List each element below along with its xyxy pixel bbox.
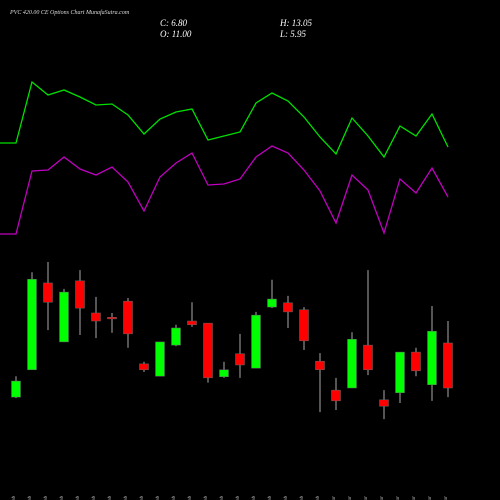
candle-body: [43, 282, 53, 303]
candle-body: [27, 278, 37, 371]
candle-body: [187, 320, 197, 326]
high-label: H: 13.05: [279, 18, 312, 28]
close-label: C: 6.80: [160, 18, 188, 28]
x-tick-label: 07 Feb: [76, 496, 81, 500]
candle-body: [427, 330, 437, 386]
x-tick-label: 19 Feb: [204, 496, 209, 500]
open-label: O: 11.00: [160, 29, 192, 39]
candle-body: [139, 363, 149, 371]
x-tick-label: 14 Feb: [156, 496, 161, 500]
candle-body: [91, 312, 101, 322]
x-tick-label: 06 Feb: [60, 496, 65, 500]
x-tick-label: 18 Feb: [188, 496, 193, 500]
x-tick-label: 03 Feb: [12, 496, 17, 500]
candle-body: [235, 353, 245, 366]
x-tick-label: 11 Feb: [108, 496, 113, 500]
x-tick-label: 13 Feb: [140, 496, 145, 500]
candle-body: [59, 291, 69, 343]
x-tick-label: 10 Mar: [412, 496, 417, 500]
x-tick-label: 05 Feb: [44, 496, 49, 500]
x-tick-label: 27 Feb: [300, 496, 305, 500]
x-tick-label: 04 Mar: [348, 496, 353, 500]
candle-body: [267, 298, 277, 308]
x-tick-label: 05 Mar: [364, 496, 369, 500]
candle-body: [331, 389, 341, 402]
x-tick-label: 24 Feb: [252, 496, 257, 500]
candle-body: [299, 309, 309, 342]
candle-body: [155, 341, 165, 377]
low-label: L: 5.95: [279, 29, 307, 39]
x-tick-label: 06 Mar: [380, 496, 385, 500]
x-tick-label: 21 Feb: [236, 496, 241, 500]
candle-body: [347, 338, 357, 389]
x-tick-label: 07 Mar: [396, 496, 401, 500]
candle-body: [315, 360, 325, 371]
candle-body: [171, 327, 181, 346]
indicator-line: [0, 145, 449, 236]
x-tick-label: 03 Mar: [332, 496, 337, 500]
x-tick-label: 20 Feb: [220, 496, 225, 500]
candle-body: [75, 280, 85, 309]
x-tick-label: 17 Feb: [172, 496, 177, 500]
candle-body: [203, 322, 213, 379]
x-tick-label: 26 Feb: [284, 496, 289, 500]
candle-body: [411, 351, 421, 372]
x-tick-label: 10 Feb: [92, 496, 97, 500]
x-tick-label: 28 Feb: [316, 496, 321, 500]
x-tick-label: 11 Mar: [428, 496, 433, 500]
candle-body: [219, 369, 229, 377]
x-tick-label: 04 Feb: [28, 496, 33, 500]
x-tick-label: 12 Feb: [124, 496, 129, 500]
candle-body: [11, 380, 21, 398]
x-tick-label: 12 Mar: [444, 496, 449, 500]
candle-body: [379, 399, 389, 407]
candle-body: [443, 342, 453, 389]
candle-body: [283, 302, 293, 313]
candle-body: [251, 314, 261, 369]
candle-body: [107, 317, 117, 320]
x-tick-label: 25 Feb: [268, 496, 273, 500]
candle-body: [395, 351, 405, 394]
candle-body: [363, 344, 373, 371]
indicator-line: [0, 80, 449, 159]
chart-title: PVC 420.00 CE Options Chart MunafaSutra.…: [9, 9, 130, 16]
candle-body: [123, 300, 133, 335]
